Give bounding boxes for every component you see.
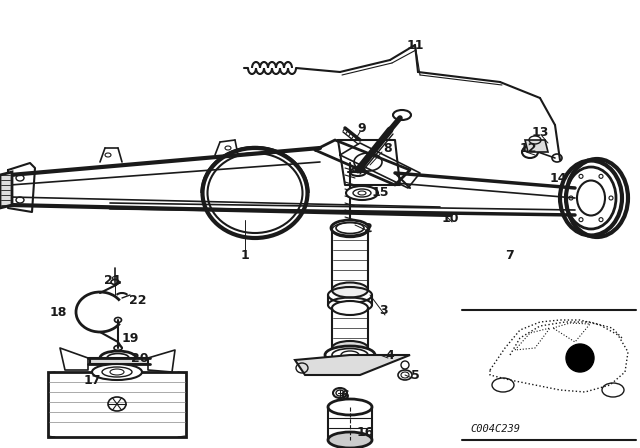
Text: 22: 22 xyxy=(129,293,147,306)
Text: 17: 17 xyxy=(83,374,100,387)
Ellipse shape xyxy=(328,432,372,448)
Text: 15: 15 xyxy=(371,185,388,198)
Text: 3: 3 xyxy=(379,303,387,316)
Text: 1: 1 xyxy=(241,249,250,262)
Ellipse shape xyxy=(332,341,368,355)
Ellipse shape xyxy=(331,220,369,236)
Polygon shape xyxy=(0,172,12,208)
Polygon shape xyxy=(525,140,548,152)
Text: 10: 10 xyxy=(441,211,459,224)
Text: C004C239: C004C239 xyxy=(470,424,520,434)
Text: 4: 4 xyxy=(386,349,394,362)
Ellipse shape xyxy=(332,283,368,297)
Polygon shape xyxy=(90,358,148,364)
Text: 5: 5 xyxy=(411,369,419,382)
Text: 18: 18 xyxy=(49,306,67,319)
Text: 13: 13 xyxy=(531,125,548,138)
Text: 11: 11 xyxy=(406,39,424,52)
Ellipse shape xyxy=(100,351,136,365)
Bar xyxy=(48,372,186,437)
Text: 9: 9 xyxy=(358,121,366,134)
Polygon shape xyxy=(295,355,410,375)
Text: 16: 16 xyxy=(356,426,374,439)
Text: 8: 8 xyxy=(384,142,392,155)
Text: 21: 21 xyxy=(104,273,122,287)
Text: 19: 19 xyxy=(122,332,139,345)
Ellipse shape xyxy=(325,346,375,364)
Text: 14: 14 xyxy=(549,172,567,185)
Ellipse shape xyxy=(92,364,142,380)
Text: 20: 20 xyxy=(131,352,148,365)
Text: 7: 7 xyxy=(506,249,515,262)
Circle shape xyxy=(566,344,594,372)
Text: 12: 12 xyxy=(519,142,537,155)
Ellipse shape xyxy=(332,301,368,315)
Text: 2: 2 xyxy=(364,221,372,234)
Text: 6: 6 xyxy=(340,388,349,401)
Ellipse shape xyxy=(346,186,378,200)
